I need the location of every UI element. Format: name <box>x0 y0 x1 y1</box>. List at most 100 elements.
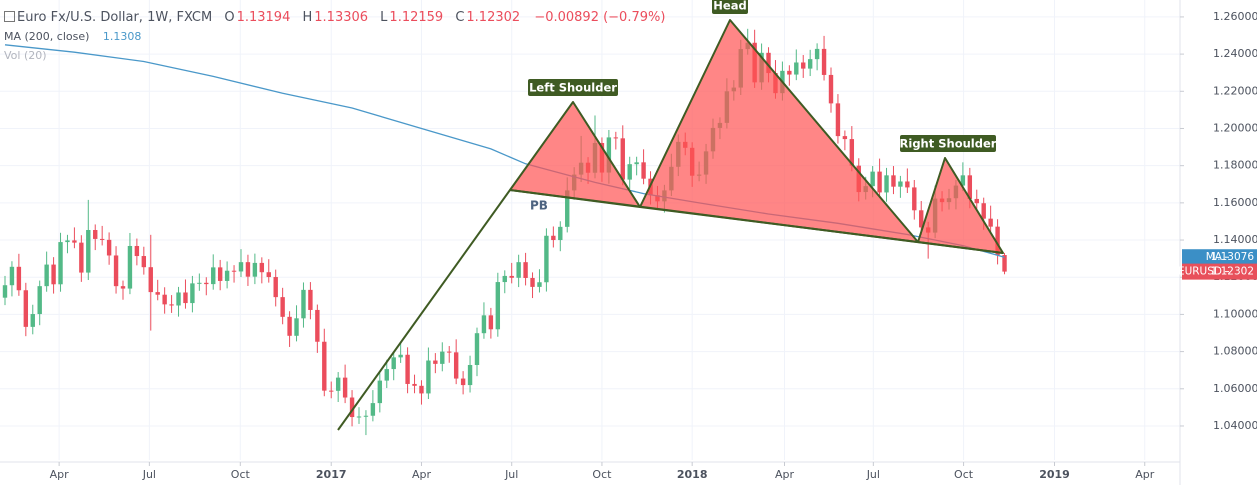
candle-body <box>634 162 639 165</box>
candle-body <box>294 318 299 336</box>
candle-body <box>523 262 528 278</box>
candle-body <box>912 187 917 211</box>
candle-body <box>384 369 389 381</box>
y-tick-label: 1.04000 <box>1213 419 1257 432</box>
candle-body <box>211 267 216 285</box>
legend-row: MA (200, close) 1.1308 <box>4 27 667 46</box>
candle-body <box>363 415 369 417</box>
candle-body <box>79 242 84 273</box>
candle-body <box>641 162 646 179</box>
candle-body <box>884 175 889 193</box>
candle-body <box>65 240 70 243</box>
price-tag-name: EURUSD <box>1178 266 1222 278</box>
candle-body <box>412 383 417 386</box>
value: 1.12302 <box>466 10 521 25</box>
annotation-box <box>900 135 996 152</box>
x-tick-label: Oct <box>592 468 612 481</box>
label: L <box>380 10 388 25</box>
candle-body <box>224 270 230 281</box>
candle-body <box>870 171 875 187</box>
candle-body <box>169 304 174 306</box>
candle-body <box>141 256 147 268</box>
candle-body <box>2 285 8 298</box>
candle-body <box>99 238 105 240</box>
candle-body <box>627 164 632 180</box>
candle-body <box>891 175 896 187</box>
candle-body <box>190 283 195 304</box>
candle-body <box>134 245 140 257</box>
candle-body <box>995 226 1000 256</box>
grid <box>0 0 1180 460</box>
candle-body <box>447 351 452 353</box>
candle-body <box>919 210 924 228</box>
candle-body <box>176 292 181 306</box>
candle-body <box>349 397 355 418</box>
candle-body <box>335 377 341 391</box>
candle-body <box>245 262 251 277</box>
annotation: PB <box>530 199 548 213</box>
y-tick-label: 1.08000 <box>1213 345 1257 358</box>
candle-body <box>835 103 841 137</box>
candle-body <box>433 360 438 364</box>
x-tick-label: Jul <box>504 468 518 481</box>
candle-body <box>280 297 285 317</box>
y-tick-label: 1.26000 <box>1213 10 1257 23</box>
candle-body <box>801 62 806 69</box>
candle-body <box>113 255 119 287</box>
candle-body <box>204 282 209 285</box>
candle-body <box>238 262 244 272</box>
candle-body <box>974 198 979 204</box>
candle-body <box>849 139 855 166</box>
candle-body <box>370 403 376 416</box>
y-tick-label: 1.14000 <box>1213 233 1257 246</box>
x-tick-label: Apr <box>50 468 70 481</box>
candle-body <box>37 286 42 315</box>
annotation: Left Shoulder <box>529 81 617 95</box>
candle-body <box>155 292 160 295</box>
candle-body <box>120 286 126 289</box>
candle-body <box>807 59 813 69</box>
candle-body <box>356 416 362 418</box>
candle-body <box>342 377 348 398</box>
candle-body <box>828 74 834 104</box>
candle-body <box>266 272 271 278</box>
candle-body <box>551 235 556 241</box>
candle-body <box>391 357 396 370</box>
label: C <box>455 10 465 25</box>
y-tick-label: 1.16000 <box>1213 196 1257 209</box>
x-tick-label: Apr <box>775 468 795 481</box>
candle-body <box>231 270 237 272</box>
candle-body <box>426 360 431 394</box>
candle-body <box>405 354 410 384</box>
candle-body <box>273 277 278 298</box>
annotation-box <box>712 0 748 14</box>
candle-body <box>86 230 91 273</box>
candle-body <box>287 316 292 336</box>
x-tick-label: Jul <box>142 468 156 481</box>
label: O <box>224 10 235 25</box>
legend: Euro Fx/U.S. Dollar, 1W, FXCM O 1.13194 H… <box>4 9 667 65</box>
candle-body <box>842 136 848 140</box>
candle-body <box>127 245 133 289</box>
candle-body <box>981 203 986 219</box>
candle-body <box>905 181 910 188</box>
x-tick-label: 2017 <box>316 468 347 481</box>
candle-body <box>766 52 771 74</box>
candle-body <box>488 315 494 330</box>
price-tag-name: MA <box>1206 251 1223 263</box>
value: 1.12159 <box>389 10 444 25</box>
x-tick-label: Apr <box>1135 468 1155 481</box>
candle-body <box>453 352 459 379</box>
legend-row: Euro Fx/U.S. Dollar, 1W, FXCM O 1.13194 H… <box>4 9 667 27</box>
pattern-overlay <box>337 19 1004 431</box>
candle-body <box>960 175 966 186</box>
candle-body <box>794 62 799 75</box>
candle-body <box>481 315 487 334</box>
change: −0.00892 (−0.79%) <box>534 10 666 25</box>
value: 1.13306 <box>314 10 369 25</box>
candle-body <box>329 390 334 392</box>
icon <box>4 11 15 22</box>
candle-body <box>502 275 507 283</box>
y-tick-label: 1.24000 <box>1213 47 1257 60</box>
candle-body <box>516 262 521 278</box>
